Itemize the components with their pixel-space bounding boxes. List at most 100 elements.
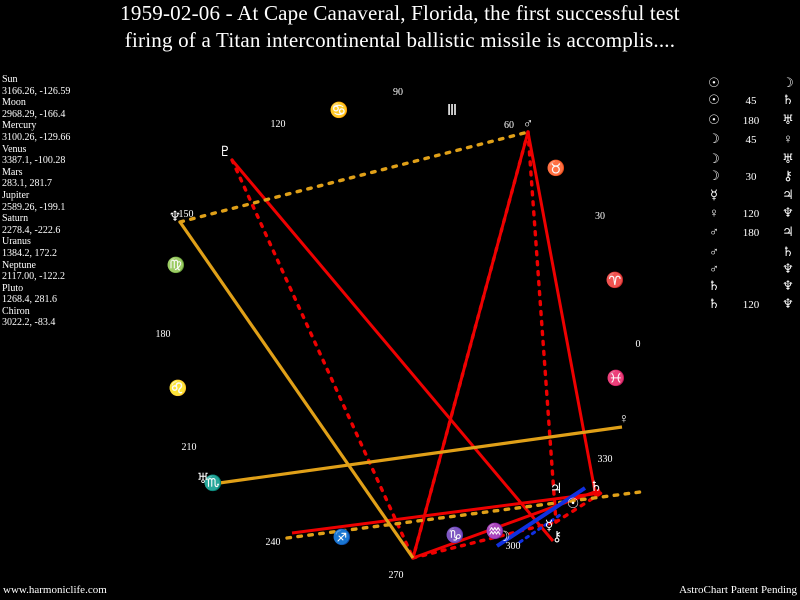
planet-values-chiron: 3022.2, -83.4 <box>2 317 56 329</box>
degree-label-240: 240 <box>265 537 281 548</box>
degree-label-90: 90 <box>393 87 403 98</box>
planet-values-sun: 3166.26, -126.59 <box>2 85 71 97</box>
saturn-plot-icon[interactable]: ♄ <box>589 480 603 495</box>
aspect-row[interactable]: ♂ 180 ♃ <box>704 223 798 242</box>
sun-icon: ☉ <box>708 111 720 127</box>
aspect-lines <box>178 130 642 560</box>
capricorn-icon: ♑ <box>445 528 465 544</box>
planet-name-mercury: Mercury <box>2 120 37 132</box>
planet-name-chiron: Chiron <box>2 305 30 317</box>
aspect-angle: 180 <box>742 227 760 240</box>
mars-plot-icon[interactable]: ♂ <box>522 117 534 132</box>
chart-wheel: 90 60 120 150 30 180 0 210 330 240 300 270 ♋ Ⅲ ♉ ♈ ♓ ♌ ♍ ♏ ♐… <box>0 60 800 581</box>
planet-values-pluto: 1268.4, 281.6 <box>2 294 57 306</box>
blue-dotted-aspect-line <box>518 513 562 544</box>
aspect-row[interactable]: ♄ ♆ <box>704 277 798 294</box>
jupiter-icon: ♃ <box>782 187 794 203</box>
moon-plot-icon[interactable]: ☽ <box>497 530 511 545</box>
planet-name-moon: Moon <box>2 97 26 109</box>
taurus-icon: ♉ <box>546 161 566 177</box>
aspect-row[interactable]: ♀ 120 ♆ <box>704 204 798 223</box>
mercury-plot-icon[interactable]: ☿ <box>544 519 554 534</box>
planet-values-venus: 3387.1, -100.28 <box>2 155 66 167</box>
neptune-plot-icon[interactable]: ♆ <box>168 210 182 225</box>
cancer-icon: ♋ <box>329 103 349 119</box>
aquarius-icon: ♒ <box>485 524 505 540</box>
aries-icon: ♈ <box>605 273 625 289</box>
title-line-1: 1959-02-06 - At Cape Canaveral, Florida,… <box>120 1 680 25</box>
uranus-icon: ♅ <box>782 111 794 127</box>
venus-plot-icon[interactable]: ♀ <box>618 412 630 427</box>
aspect-row[interactable]: ☿ ♃ <box>704 186 798 203</box>
aspect-row[interactable]: ☉ 180 ♅ <box>704 111 798 130</box>
aspect-row[interactable]: ☽ 30 ⚷ <box>704 167 798 186</box>
orange-dotted-aspect-line <box>178 130 642 540</box>
aspect-row[interactable]: ♄ 120 ♆ <box>704 295 798 314</box>
jupiter-plot-icon[interactable]: ♃ <box>549 482 563 497</box>
planet-name-neptune: Neptune <box>2 259 36 271</box>
gemini-icon: Ⅲ <box>446 103 458 119</box>
saturn-icon: ♄ <box>782 92 794 108</box>
planet-values-mercury: 3100.26, -129.66 <box>2 131 71 143</box>
chiron-icon: ⚷ <box>783 168 793 184</box>
moon-icon: ☽ <box>708 131 720 147</box>
aspect-angle: 45 <box>745 95 757 108</box>
degree-label-300: 300 <box>505 541 521 552</box>
planet-values-moon: 2968.29, -166.4 <box>2 108 66 120</box>
blue-aspect-line <box>495 486 587 548</box>
planet-name-uranus: Uranus <box>2 236 31 248</box>
uranus-plot-icon[interactable]: ♅ <box>196 472 210 487</box>
chiron-plot-icon[interactable]: ⚷ <box>551 530 563 545</box>
degree-label-30: 30 <box>595 211 605 222</box>
degree-label-60: 60 <box>504 120 514 131</box>
virgo-icon: ♍ <box>166 258 186 274</box>
sun-plot-icon[interactable]: ☉ <box>566 497 580 512</box>
aspect-row[interactable]: ☉ ☽ <box>704 74 798 91</box>
jupiter-icon: ♃ <box>782 224 794 240</box>
pluto-plot-icon[interactable]: ♇ <box>218 145 232 160</box>
degree-label-150: 150 <box>178 209 194 220</box>
mars-icon: ♂ <box>709 243 719 259</box>
sun-icon: ☉ <box>708 75 720 90</box>
footer-patent-notice: AstroChart Patent Pending <box>679 584 797 596</box>
footer-website[interactable]: www.harmoniclife.com <box>3 584 107 596</box>
pisces-icon: ♓ <box>606 371 626 387</box>
planet-values-mars: 283.1, 281.7 <box>2 178 52 190</box>
orange-solid-aspect-line <box>178 221 623 559</box>
moon-icon: ☽ <box>782 75 794 90</box>
degree-label-270: 270 <box>388 570 404 581</box>
aspect-angle: 180 <box>742 114 760 127</box>
venus-icon: ♀ <box>783 131 793 147</box>
leo-icon: ♌ <box>168 381 188 397</box>
degree-label-330: 330 <box>597 454 613 465</box>
saturn-icon: ♄ <box>708 278 720 294</box>
aspect-row[interactable]: ♂ ♆ <box>704 260 798 277</box>
planet-name-pluto: Pluto <box>2 282 24 294</box>
degree-label-180: 180 <box>155 329 171 340</box>
degree-label-0: 0 <box>635 339 641 350</box>
saturn-icon: ♄ <box>708 295 720 311</box>
red-dotted-aspect-line <box>230 130 603 560</box>
mars-icon: ♂ <box>709 261 719 277</box>
aspect-row[interactable]: ☉ 45 ♄ <box>704 91 798 110</box>
neptune-icon: ♆ <box>782 204 794 220</box>
neptune-icon: ♆ <box>782 295 794 311</box>
degree-label-210: 210 <box>181 442 197 453</box>
aspect-row[interactable]: ♂ ♄ <box>704 243 798 260</box>
aspect-row[interactable]: ☽ ♅ <box>704 150 798 167</box>
saturn-icon: ♄ <box>782 243 794 259</box>
neptune-icon: ♆ <box>782 261 794 277</box>
planet-name-saturn: Saturn <box>2 213 29 225</box>
degree-label-120: 120 <box>270 119 286 130</box>
moon-icon: ☽ <box>708 150 720 166</box>
planet-coordinate-list: Sun 3166.26, -126.59 Moon 2968.29, -166.4 Me… <box>2 74 122 329</box>
sagittarius-icon: ♐ <box>332 530 352 546</box>
planet-name-mars: Mars <box>2 166 23 178</box>
aspect-row[interactable]: ☽ 45 ♀ <box>704 130 798 149</box>
title-line-2: firing of a Titan intercontinental balli… <box>124 28 676 52</box>
uranus-icon: ♅ <box>782 150 794 166</box>
planet-name-venus: Venus <box>2 143 27 155</box>
aspect-list: ☉ ☽ ☉ 45 ♄ ☉ 180 ♅ ☽ 45 ♀ ☽ ♅ ☽ 30 ⚷ ☿ ♃ ♀ 120 ♆ ♂ 180 ♃ ♂ ♄ ♂ ♆ ♄ ♆ ♄… <box>704 74 798 314</box>
mercury-icon: ☿ <box>710 187 718 203</box>
aspect-angle: 30 <box>745 171 757 184</box>
